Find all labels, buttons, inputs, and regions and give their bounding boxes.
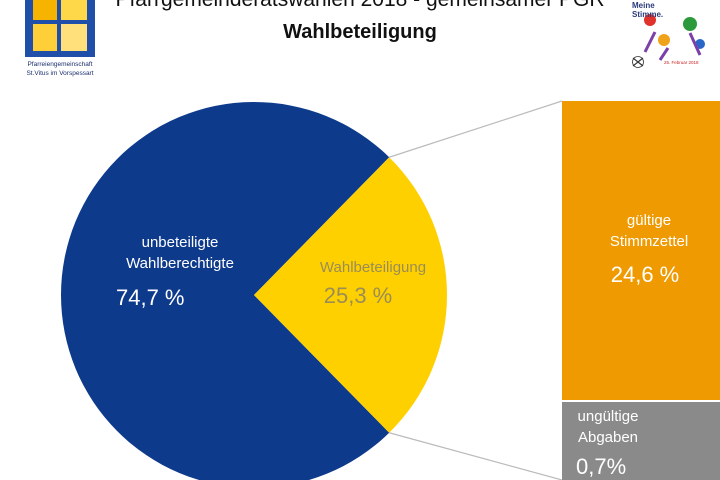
bar-segment-value: 0,7% [576,454,626,479]
slice-label: Wahlberechtigte [126,255,234,272]
logo-pane [61,0,87,20]
figure-limbs [643,31,702,61]
logo-headline1: Meine [632,1,655,10]
bar-segment [562,101,720,400]
figure-shape [683,17,697,31]
slice-value: 25,3 % [324,283,393,308]
connector-lines [388,100,563,480]
bar-segment-label: Abgaben [578,429,638,446]
pie-slice [254,157,447,433]
logo-line1: Pfarreiengemeinschaft [27,61,92,68]
chart-subtitle: Wahlbeteiligung [283,21,437,43]
ballot-cross-icon [632,57,644,67]
slice-value: 74,7 % [116,285,185,310]
bar-segment-label: Stimmzettel [610,233,688,250]
logo-pane [33,24,57,51]
bar-segment-label: gültige [627,212,671,229]
figure-shape [644,14,656,26]
ballot-circle-icon [632,56,644,68]
bar-segment-label: ungültige [578,408,639,425]
election-logo: Meine Stimme. 25. Februar 2018 [632,1,705,68]
slice-label: Wahlbeteiligung [320,259,426,276]
connector-top [388,100,563,158]
slice-label: unbeteiligte [142,234,219,251]
pie-slice [61,102,390,480]
logo-pane [61,24,87,51]
data-labels: unbeteiligte Wahlberechtigte 74,7 % Wahlbet… [116,212,688,479]
connector-bottom [389,432,563,480]
logo-pane [33,0,57,20]
parish-logo: Pfarreiengemeinschaft St.Vitus im Vorspe… [25,0,95,77]
logo-date: 25. Februar 2018 [664,60,699,65]
stacked-bar [562,101,720,480]
logo-headline2: Stimme. [632,10,663,19]
pie-chart [61,102,447,480]
logo-line2: St.Vitus im Vorspessart [26,70,93,77]
figure-shape [658,34,670,46]
bar-segment-value: 24,6 % [611,262,680,287]
bar-segment [562,402,720,480]
chart-title: Pfarrgemeinderatswahlen 2018 - gemeinsam… [115,0,604,11]
